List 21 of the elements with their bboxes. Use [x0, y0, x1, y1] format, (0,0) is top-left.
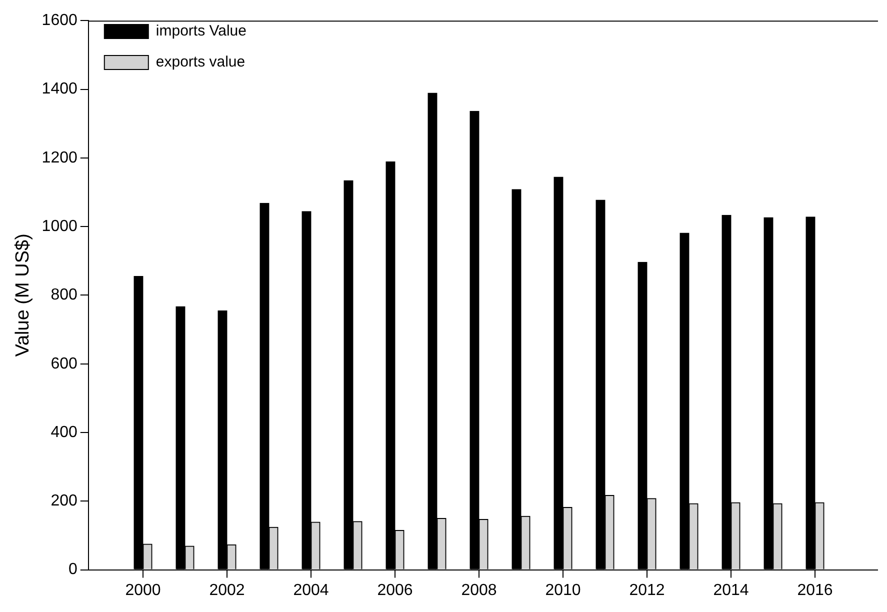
x-tick-label: 2012: [629, 582, 665, 599]
x-tick-label: 2014: [713, 582, 749, 599]
y-tick-label: 800: [50, 286, 78, 304]
y-tick-label: 400: [50, 424, 78, 441]
x-tick-label: 2010: [545, 582, 581, 599]
legend-label: exports value: [156, 54, 246, 71]
y-axis-title: Value (M US$): [12, 234, 34, 357]
y-tick-label: 1600: [42, 12, 78, 30]
y-tick-label: 0: [68, 561, 78, 578]
y-tick-label: 1200: [42, 149, 78, 166]
x-tick-label: 2006: [377, 582, 413, 599]
y-tick-label: 600: [50, 355, 78, 372]
x-tick-label: 2002: [209, 582, 245, 599]
x-tick-label: 2004: [293, 582, 329, 599]
x-tick-label: 2000: [125, 582, 161, 599]
x-tick-label: 2016: [797, 582, 833, 599]
y-tick-label: 1000: [42, 218, 78, 235]
y-tick-label: 200: [50, 492, 78, 510]
legend-label: imports Value: [156, 22, 246, 40]
y-tick-label: 1400: [42, 80, 78, 98]
x-tick-label: 2008: [461, 582, 497, 599]
